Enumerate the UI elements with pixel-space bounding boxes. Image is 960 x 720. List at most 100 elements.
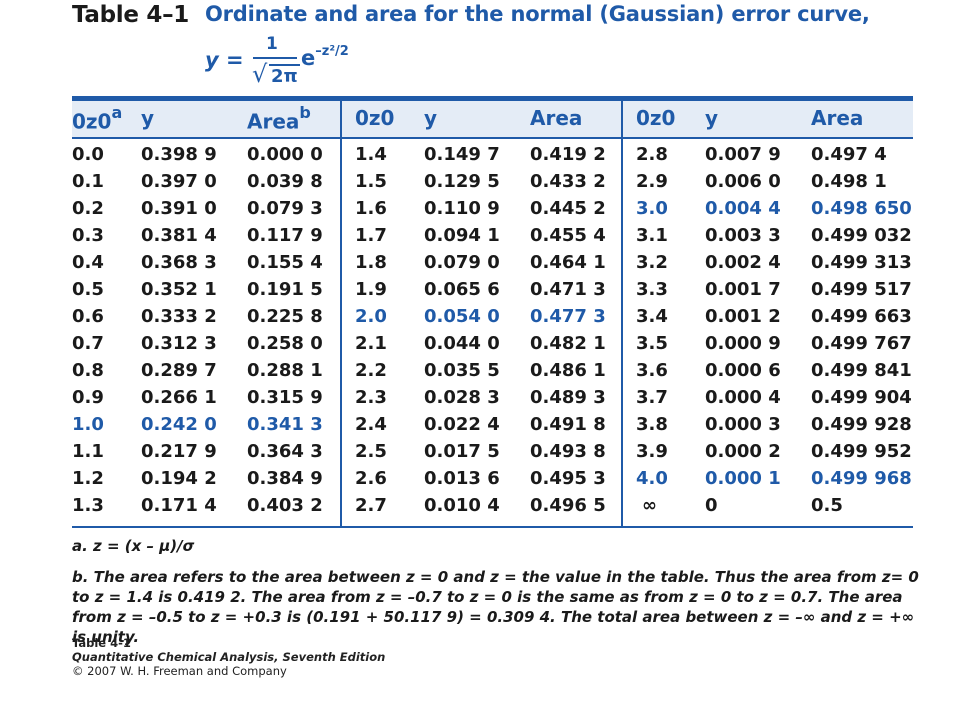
header-z: 0z0a <box>72 103 123 134</box>
table-top-rule <box>72 96 913 101</box>
column-group-divider <box>340 101 342 526</box>
header-y: y <box>141 106 155 130</box>
cell-area: 0.491 8 <box>530 414 606 435</box>
credit-copyright: © 2007 W. H. Freeman and Company <box>72 664 287 678</box>
cell-z: 0.3 <box>72 225 104 246</box>
header-area: Areab <box>247 103 311 134</box>
column-group-divider <box>621 101 623 526</box>
cell-z: 2.9 <box>636 171 668 192</box>
cell-y: 0.000 2 <box>705 441 781 462</box>
cell-y: 0.065 6 <box>424 279 500 300</box>
cell-z: 3.4 <box>636 306 668 327</box>
footnote-b: b. The area refers to the area between z… <box>72 568 919 646</box>
cell-y: 0.352 1 <box>141 279 217 300</box>
cell-area: 0.464 1 <box>530 252 606 273</box>
cell-z: 2.0 <box>355 306 387 327</box>
cell-area: 0.341 3 <box>247 414 323 435</box>
cell-y: 0.000 6 <box>705 360 781 381</box>
cell-area: 0.493 8 <box>530 441 606 462</box>
cell-y: 0.333 2 <box>141 306 217 327</box>
cell-y: 0.001 2 <box>705 306 781 327</box>
cell-area: 0.079 3 <box>247 198 323 219</box>
cell-z: ∞ <box>642 495 657 516</box>
cell-y: 0.110 9 <box>424 198 500 219</box>
table-label: Table 4–1 <box>72 2 190 28</box>
cell-z: 3.2 <box>636 252 668 273</box>
cell-y: 0.266 1 <box>141 387 217 408</box>
cell-z: 1.3 <box>72 495 104 516</box>
cell-z: 3.8 <box>636 414 668 435</box>
cell-y: 0.001 7 <box>705 279 781 300</box>
header-z: 0z0 <box>636 106 676 130</box>
cell-area: 0.364 3 <box>247 441 323 462</box>
cell-area: 0.288 1 <box>247 360 323 381</box>
formula-numerator: 1 <box>266 34 278 54</box>
cell-y: 0.129 5 <box>424 171 500 192</box>
cell-y: 0.003 3 <box>705 225 781 246</box>
cell-area: 0.499 032 <box>811 225 912 246</box>
cell-area: 0.000 0 <box>247 144 323 165</box>
table-bottom-rule <box>72 526 913 528</box>
table-title: Table 4–1 <box>72 2 189 28</box>
credit-book-title: Quantitative Chemical Analysis, Seventh … <box>72 650 386 664</box>
cell-y: 0.022 4 <box>424 414 500 435</box>
cell-area: 0.489 3 <box>530 387 606 408</box>
cell-area: 0.5 <box>811 495 843 516</box>
cell-z: 0.2 <box>72 198 104 219</box>
cell-y: 0.079 0 <box>424 252 500 273</box>
formula-lhs: y = <box>205 48 244 72</box>
cell-y: 0.017 5 <box>424 441 500 462</box>
cell-y: 0.013 6 <box>424 468 500 489</box>
header-area: Area <box>530 106 583 130</box>
cell-z: 1.0 <box>72 414 104 435</box>
cell-y: 0.397 0 <box>141 171 217 192</box>
cell-area: 0.191 5 <box>247 279 323 300</box>
cell-z: 2.1 <box>355 333 387 354</box>
cell-y: 0.194 2 <box>141 468 217 489</box>
header-z: 0z0 <box>355 106 395 130</box>
cell-area: 0.499 841 <box>811 360 912 381</box>
cell-z: 2.3 <box>355 387 387 408</box>
cell-area: 0.471 3 <box>530 279 606 300</box>
cell-z: 3.9 <box>636 441 668 462</box>
fraction-bar <box>253 57 297 59</box>
cell-area: 0.499 767 <box>811 333 912 354</box>
cell-area: 0.499 952 <box>811 441 912 462</box>
cell-z: 0.9 <box>72 387 104 408</box>
cell-area: 0.403 2 <box>247 495 323 516</box>
cell-z: 2.4 <box>355 414 387 435</box>
cell-z: 1.4 <box>355 144 387 165</box>
cell-area: 0.482 1 <box>530 333 606 354</box>
cell-area: 0.477 3 <box>530 306 606 327</box>
cell-z: 2.7 <box>355 495 387 516</box>
header-y: y <box>705 106 719 130</box>
cell-y: 0.006 0 <box>705 171 781 192</box>
cell-z: 2.8 <box>636 144 668 165</box>
cell-area: 0.258 0 <box>247 333 323 354</box>
cell-z: 1.2 <box>72 468 104 489</box>
cell-area: 0.496 5 <box>530 495 606 516</box>
cell-y: 0.010 4 <box>424 495 500 516</box>
cell-z: 0.8 <box>72 360 104 381</box>
cell-z: 1.9 <box>355 279 387 300</box>
cell-area: 0.495 3 <box>530 468 606 489</box>
table-header-rule <box>72 137 913 139</box>
cell-area: 0.486 1 <box>530 360 606 381</box>
cell-z: 2.6 <box>355 468 387 489</box>
cell-z: 1.1 <box>72 441 104 462</box>
cell-z: 0.0 <box>72 144 104 165</box>
cell-area: 0.499 663 <box>811 306 912 327</box>
radical-sign: √ <box>252 60 268 88</box>
cell-area: 0.498 650 <box>811 198 912 219</box>
cell-area: 0.315 9 <box>247 387 323 408</box>
cell-area: 0.225 8 <box>247 306 323 327</box>
cell-area: 0.455 4 <box>530 225 606 246</box>
cell-z: 3.3 <box>636 279 668 300</box>
cell-y: 0.171 4 <box>141 495 217 516</box>
cell-y: 0.094 1 <box>424 225 500 246</box>
cell-area: 0.384 9 <box>247 468 323 489</box>
cell-z: 0.4 <box>72 252 104 273</box>
cell-y: 0.002 4 <box>705 252 781 273</box>
cell-y: 0.004 4 <box>705 198 781 219</box>
cell-y: 0.007 9 <box>705 144 781 165</box>
